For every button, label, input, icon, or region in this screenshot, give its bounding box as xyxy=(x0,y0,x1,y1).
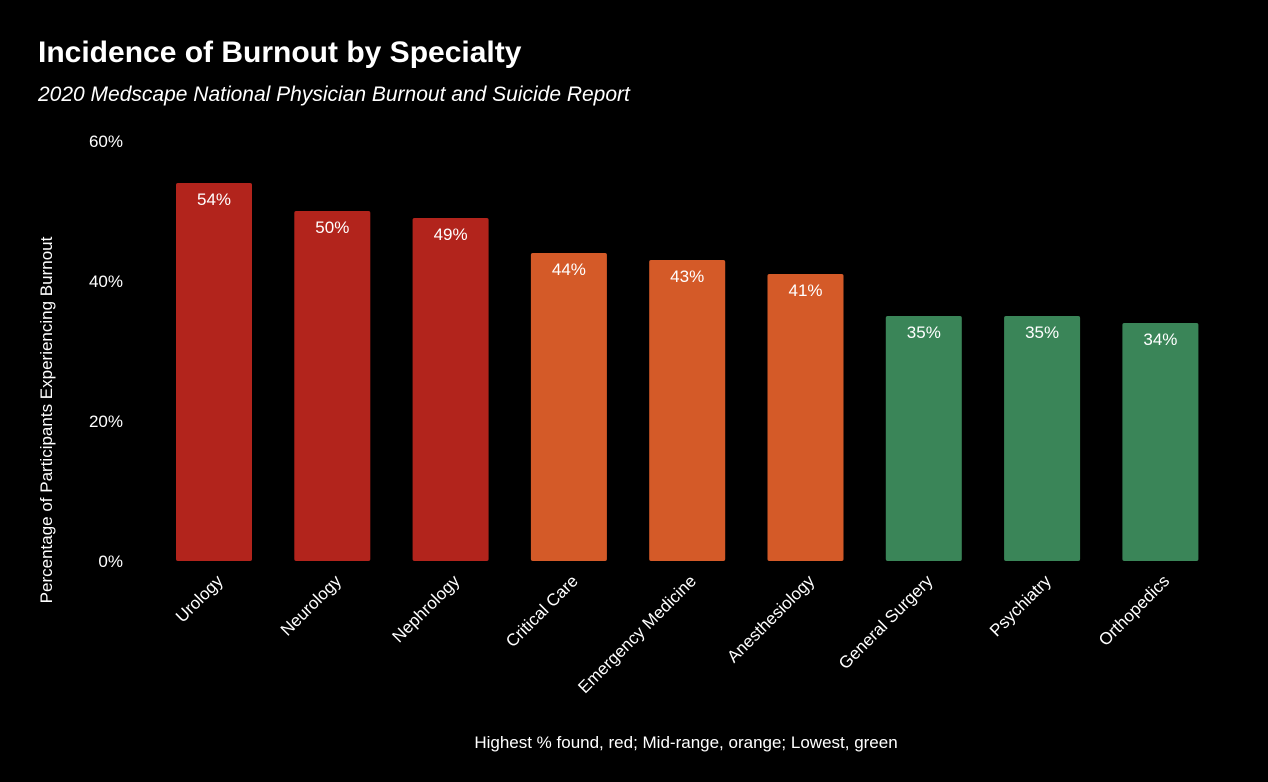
chart-footnote: Highest % found, red; Mid-range, orange;… xyxy=(474,733,898,752)
data-label: 35% xyxy=(1025,323,1059,342)
y-tick-label: 60% xyxy=(89,132,123,151)
x-tick-label: Urology xyxy=(172,571,227,626)
chart-subtitle: 2020 Medscape National Physician Burnout… xyxy=(38,83,630,106)
x-axis: Urology Neurology Nephrology Critical CareE… xyxy=(172,571,1173,697)
x-tick-label: Emergency Medicine xyxy=(574,571,700,697)
bar-general-surgery xyxy=(885,316,962,561)
data-label: 49% xyxy=(434,225,468,244)
x-tick-label: Neurology xyxy=(277,571,346,640)
bars-group: 54% 50% 49% 44% 43% 41% 35% 35% 34% xyxy=(176,183,1199,561)
bar-emergency-medicine xyxy=(649,260,726,561)
x-tick-label: Nephrology xyxy=(389,571,464,646)
x-tick-label: Psychiatry xyxy=(986,571,1055,640)
y-axis-label: Percentage of Participants Experiencing … xyxy=(37,236,56,603)
y-tick-label: 0% xyxy=(98,552,123,571)
data-label: 50% xyxy=(315,218,349,237)
x-tick-label: Orthopedics xyxy=(1095,571,1173,649)
data-label: 44% xyxy=(552,260,586,279)
bar-neurology xyxy=(294,211,371,561)
chart-title: Incidence of Burnout by Specialty xyxy=(38,36,522,69)
x-tick-label: General Surgery xyxy=(835,571,937,673)
bar-orthopedics xyxy=(1122,323,1199,561)
data-label: 41% xyxy=(788,281,822,300)
bar-nephrology xyxy=(412,218,489,561)
bar-psychiatry xyxy=(1004,316,1081,561)
bar-anesthesiology xyxy=(767,274,844,561)
y-tick-label: 20% xyxy=(89,412,123,431)
data-label: 35% xyxy=(907,323,941,342)
data-label: 54% xyxy=(197,190,231,209)
y-tick-label: 40% xyxy=(89,272,123,291)
bar-urology xyxy=(176,183,252,561)
x-tick-label: Anesthesiology xyxy=(723,571,818,666)
y-axis: 0% 20% 40% 60% xyxy=(89,132,123,571)
data-label: 43% xyxy=(670,267,704,286)
bar-critical-care xyxy=(530,253,607,561)
data-label: 34% xyxy=(1143,330,1177,349)
x-tick-label: Critical Care xyxy=(502,571,582,651)
